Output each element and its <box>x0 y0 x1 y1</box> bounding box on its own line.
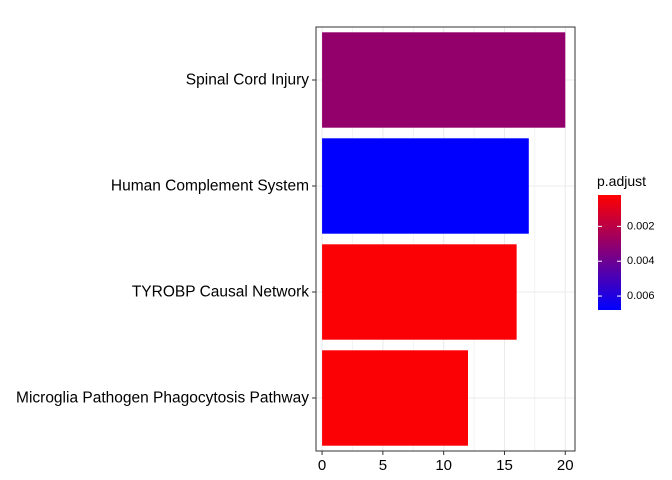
bars <box>322 32 566 446</box>
legend-title: p.adjust <box>597 173 646 189</box>
category-label: TYROBP Causal Network <box>132 284 309 301</box>
category-label: Microglia Pathogen Phagocytosis Pathway <box>16 390 309 407</box>
bar <box>322 32 566 128</box>
bar <box>322 350 468 446</box>
x-tick-label: 10 <box>435 457 452 474</box>
x-axis: 0 5 10 15 20 <box>318 451 574 474</box>
bar <box>322 138 529 234</box>
category-label: Spinal Cord Injury <box>186 72 309 89</box>
legend-colorbar <box>598 195 621 310</box>
x-tick-label: 5 <box>379 457 387 474</box>
category-label: Human Complement System <box>111 178 309 195</box>
x-tick-label: 15 <box>496 457 513 474</box>
legend: p.adjust 0.002 0.004 0.006 <box>597 173 655 310</box>
legend-ticks: 0.002 0.004 0.006 <box>598 220 655 302</box>
x-tick-label: 20 <box>557 457 574 474</box>
legend-tick-label: 0.004 <box>627 255 655 267</box>
legend-tick-label: 0.002 <box>627 220 655 232</box>
legend-tick-label: 0.006 <box>627 290 655 302</box>
bar <box>322 244 517 340</box>
x-tick-label: 0 <box>318 457 326 474</box>
panel-border <box>315 26 576 452</box>
y-axis: Spinal Cord Injury Human Complement Syste… <box>16 72 316 407</box>
